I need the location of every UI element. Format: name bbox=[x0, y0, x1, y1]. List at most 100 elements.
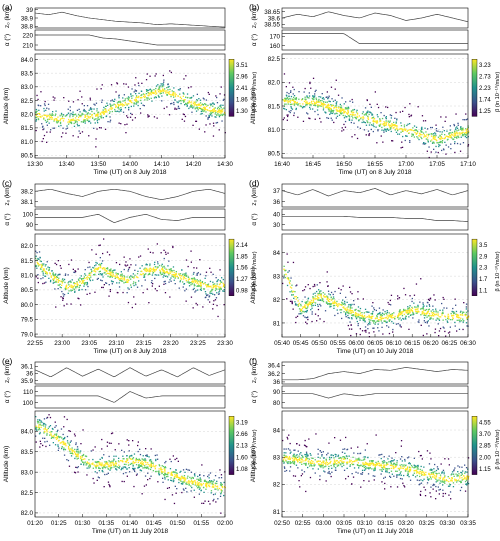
data-point bbox=[54, 97, 56, 99]
data-point bbox=[179, 273, 182, 275]
data-point bbox=[408, 316, 410, 318]
data-point bbox=[38, 109, 40, 111]
data-point bbox=[171, 102, 173, 105]
data-point bbox=[369, 323, 371, 325]
data-point bbox=[113, 458, 115, 460]
data-point bbox=[459, 132, 461, 134]
colorbar-tick-label: 2.14 bbox=[236, 243, 248, 249]
data-point bbox=[419, 135, 421, 137]
data-point bbox=[163, 79, 165, 81]
data-point bbox=[43, 425, 45, 427]
data-point bbox=[35, 416, 37, 418]
data-point bbox=[381, 314, 383, 316]
data-point bbox=[330, 117, 332, 119]
data-point bbox=[417, 321, 419, 323]
data-point bbox=[448, 485, 451, 487]
data-point bbox=[197, 280, 199, 282]
data-point bbox=[127, 98, 129, 100]
data-point bbox=[221, 281, 223, 283]
data-point bbox=[293, 99, 295, 101]
data-point bbox=[133, 277, 135, 279]
data-point bbox=[87, 465, 90, 467]
data-point bbox=[64, 115, 66, 117]
data-point bbox=[333, 121, 335, 124]
data-point bbox=[53, 277, 56, 279]
data-point bbox=[386, 315, 388, 317]
data-point bbox=[306, 307, 308, 310]
data-point bbox=[56, 436, 58, 438]
data-point bbox=[326, 464, 329, 466]
data-point bbox=[183, 478, 186, 480]
data-point bbox=[176, 108, 178, 110]
data-point bbox=[310, 304, 312, 306]
data-point bbox=[212, 109, 214, 111]
data-point bbox=[207, 294, 209, 296]
data-point bbox=[145, 93, 147, 95]
data-point bbox=[61, 437, 63, 439]
data-point bbox=[322, 292, 324, 294]
data-point bbox=[209, 483, 211, 485]
data-point bbox=[128, 276, 131, 278]
data-point bbox=[317, 297, 319, 299]
data-point bbox=[216, 480, 218, 482]
data-point bbox=[120, 469, 122, 471]
data-point bbox=[171, 480, 173, 482]
data-point bbox=[220, 512, 222, 514]
data-point bbox=[198, 98, 200, 100]
data-point bbox=[302, 106, 304, 108]
data-point bbox=[442, 311, 444, 313]
data-point bbox=[301, 107, 304, 109]
y-tick-label: 81 bbox=[273, 320, 281, 327]
data-point bbox=[305, 101, 307, 103]
data-point bbox=[102, 109, 104, 111]
data-point bbox=[180, 480, 182, 482]
data-point bbox=[164, 473, 166, 475]
data-point bbox=[438, 479, 440, 481]
data-point bbox=[77, 297, 79, 299]
x-tick-label: 23:10 bbox=[109, 340, 125, 347]
data-point bbox=[79, 452, 81, 454]
data-point bbox=[190, 479, 193, 482]
data-point bbox=[96, 479, 98, 481]
data-point bbox=[286, 114, 288, 116]
data-point bbox=[434, 313, 436, 316]
data-point bbox=[195, 280, 198, 282]
data-point bbox=[147, 91, 149, 94]
data-point bbox=[71, 451, 73, 453]
data-point bbox=[312, 108, 314, 110]
data-point bbox=[218, 286, 220, 288]
data-point bbox=[109, 274, 112, 276]
data-point bbox=[143, 467, 145, 469]
data-point bbox=[214, 488, 216, 490]
data-point bbox=[131, 306, 133, 309]
data-point bbox=[154, 465, 156, 467]
data-point bbox=[77, 466, 79, 468]
data-point bbox=[129, 455, 131, 457]
data-point bbox=[406, 474, 409, 477]
y-tick-label: 36.2 bbox=[268, 371, 281, 378]
y-tick-label: 90 bbox=[26, 222, 34, 229]
data-point bbox=[105, 462, 107, 464]
data-point bbox=[383, 123, 385, 125]
data-point bbox=[336, 302, 338, 305]
data-point bbox=[420, 136, 422, 139]
data-point bbox=[344, 120, 347, 123]
data-point bbox=[410, 314, 412, 316]
data-point bbox=[153, 263, 156, 266]
data-point bbox=[205, 480, 207, 483]
data-point bbox=[385, 317, 387, 319]
data-point bbox=[419, 301, 421, 303]
data-point bbox=[364, 317, 366, 320]
data-point bbox=[176, 474, 178, 476]
data-point bbox=[97, 461, 99, 463]
data-point bbox=[388, 123, 390, 125]
data-point bbox=[171, 473, 173, 475]
data-point bbox=[180, 277, 182, 279]
data-point bbox=[37, 421, 39, 423]
data-point bbox=[352, 109, 354, 111]
data-point bbox=[111, 432, 114, 434]
data-point bbox=[62, 297, 64, 299]
data-point bbox=[322, 97, 324, 99]
data-point bbox=[200, 105, 202, 107]
data-point bbox=[107, 121, 109, 123]
